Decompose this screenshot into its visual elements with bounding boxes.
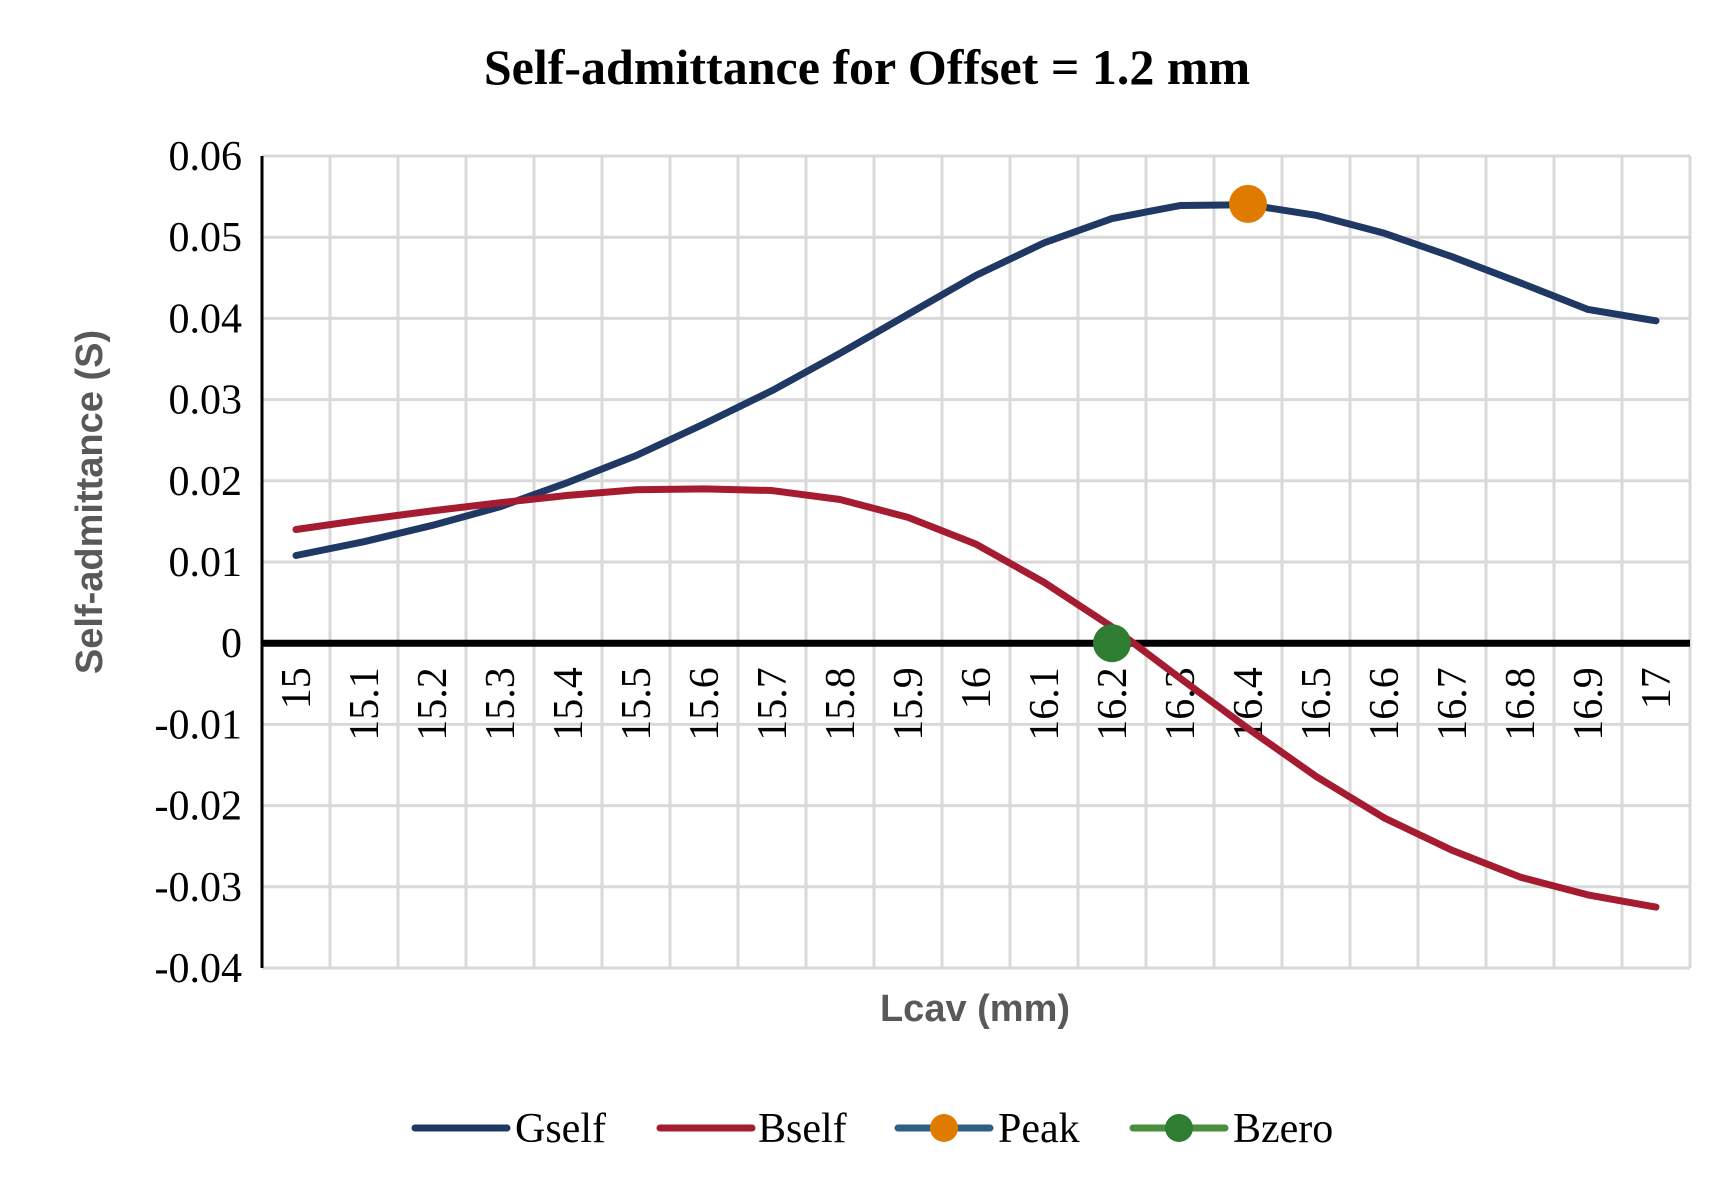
x-tick-label: 16.6 xyxy=(1362,667,1408,741)
y-tick-label: 0.01 xyxy=(169,540,243,586)
y-axis-title: Self-admittance (S) xyxy=(69,330,111,674)
y-tick-label: 0.06 xyxy=(169,134,243,180)
x-tick-label: 16.7 xyxy=(1430,667,1476,741)
x-tick-label: 15 xyxy=(274,667,320,709)
x-tick-label: 16.1 xyxy=(1022,667,1068,741)
x-tick-label: 15.4 xyxy=(546,667,592,741)
legend-label-peak: Peak xyxy=(998,1106,1080,1152)
series-markers xyxy=(1093,184,1267,663)
x-tick-label: 15.3 xyxy=(478,667,524,741)
y-tick-label: -0.02 xyxy=(155,784,243,830)
y-tick-label: -0.03 xyxy=(155,865,243,911)
series-lines xyxy=(292,201,1660,911)
x-tick-labels: 15 15.1 15.2 15.3 15.4 15.5 15.6 15.7 15.8 15.9 16… xyxy=(274,667,1680,741)
x-tick-label: 15.8 xyxy=(818,667,864,741)
x-tick-label: 15.2 xyxy=(410,667,456,741)
x-tick-label: 16.5 xyxy=(1294,667,1340,741)
x-tick-label: 16.8 xyxy=(1498,667,1544,741)
y-tick-label: -0.01 xyxy=(155,702,243,748)
y-tick-label: 0.02 xyxy=(169,459,243,505)
legend: Gself Bself Peak Bzero xyxy=(411,1106,1333,1152)
legend-label-bself: Bself xyxy=(758,1106,847,1152)
y-tick-label: -0.04 xyxy=(155,946,243,992)
x-tick-label: 17 xyxy=(1634,667,1680,709)
x-tick-label: 16.2 xyxy=(1090,667,1136,741)
legend-marker-peak xyxy=(930,1114,958,1142)
y-tick-label: 0.03 xyxy=(169,378,243,424)
x-tick-label: 15.5 xyxy=(614,667,660,741)
legend-label-bzero: Bzero xyxy=(1233,1106,1333,1152)
x-axis-title: Lcav (mm) xyxy=(880,988,1070,1030)
y-tick-label: 0.05 xyxy=(169,215,243,261)
x-tick-label: 16.9 xyxy=(1566,667,1612,741)
x-tick-label: 15.6 xyxy=(682,667,728,741)
chart-title: Self-admittance for Offset = 1.2 mm xyxy=(484,39,1250,95)
x-tick-label: 16 xyxy=(954,667,1000,709)
x-tick-label: 15.9 xyxy=(886,667,932,741)
legend-label-gself: Gself xyxy=(515,1106,606,1152)
legend-marker-bzero xyxy=(1165,1114,1193,1142)
y-tick-label: 0 xyxy=(221,621,242,667)
marker-peak xyxy=(1229,184,1267,223)
x-tick-label: 15.7 xyxy=(750,667,796,741)
y-tick-label: 0.04 xyxy=(169,296,243,342)
series-line-bself xyxy=(292,485,1660,911)
marker-bzero xyxy=(1093,624,1131,663)
y-tick-labels: 0.06 0.05 0.04 0.03 0.02 0.01 0 -0.01 -0.02 -0.03… xyxy=(155,134,243,992)
axes xyxy=(260,156,1690,968)
x-tick-label: 15.1 xyxy=(342,667,388,741)
